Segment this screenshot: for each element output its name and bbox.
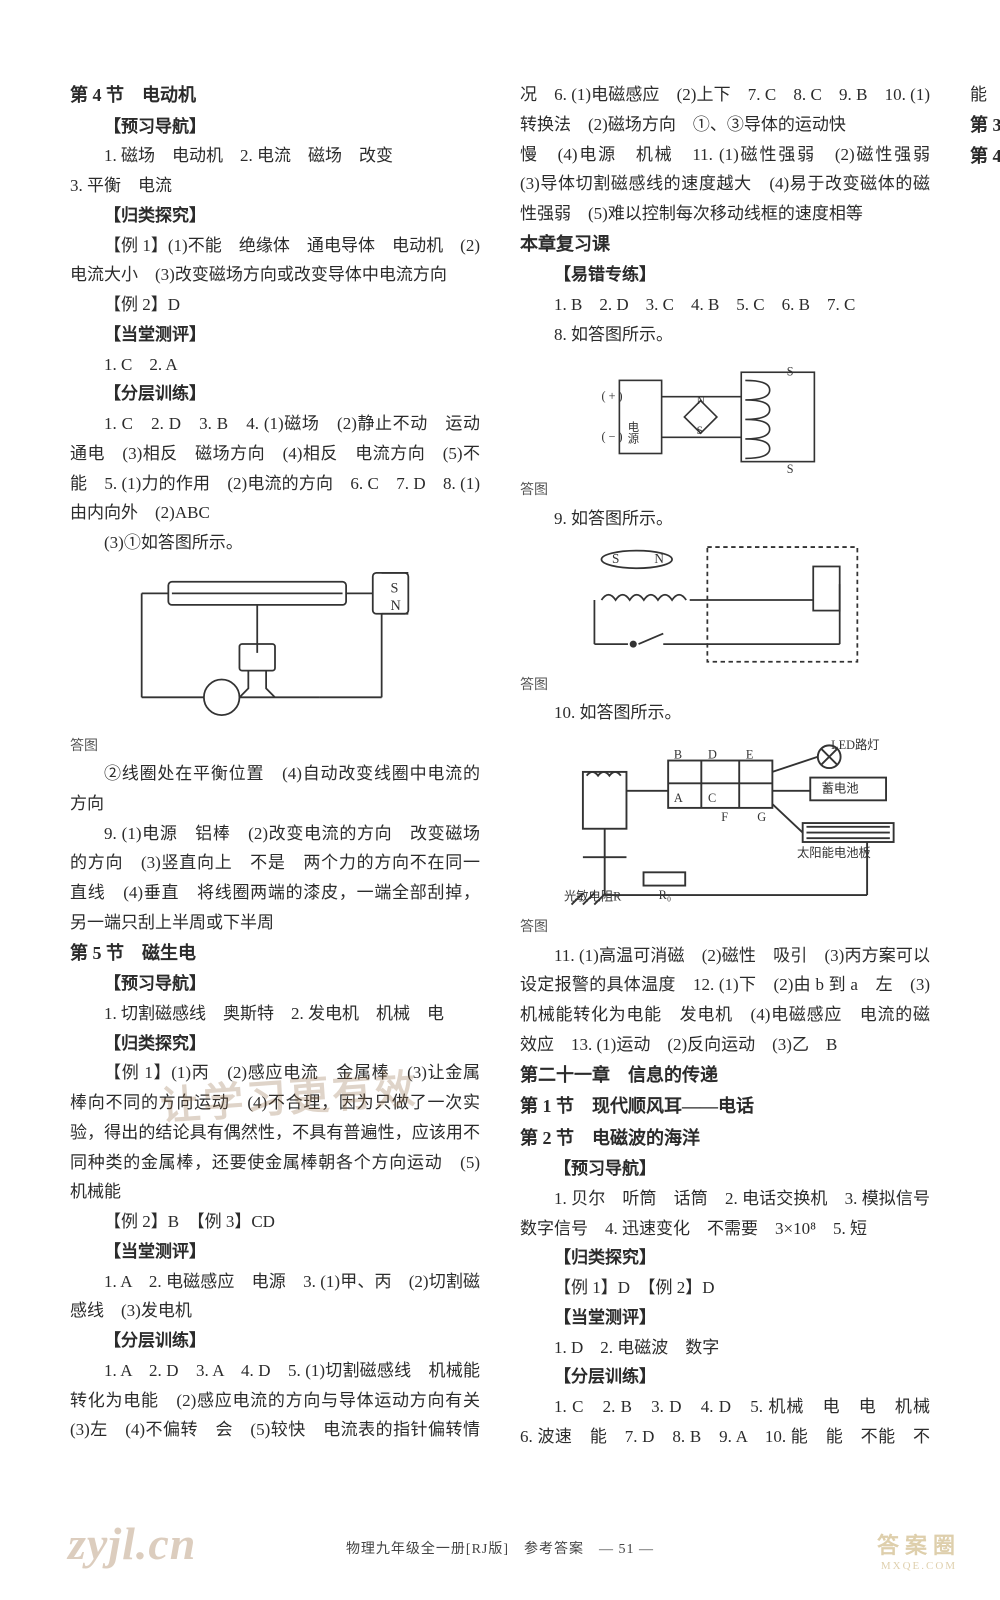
body-line: (3)①如答图所示。 (70, 528, 480, 558)
heading: 【分层训练】 (70, 379, 480, 409)
label-r0: R₀ (659, 888, 672, 902)
body-line: 1. 切割磁感线 奥斯特 2. 发电机 机械 电 (70, 999, 480, 1029)
body-line: 【例 2】B 【例 3】CD (70, 1207, 480, 1237)
label-a: A (674, 791, 683, 805)
body-line: ②线圈处在平衡位置 (4)自动改变线圈中电流的方向 (70, 759, 480, 819)
label-s: S (612, 551, 619, 566)
body-line: 1. 磁场 电动机 2. 电流 磁场 改变 (70, 141, 480, 171)
body-line: 8. 如答图所示。 (520, 320, 930, 350)
label-s: S (787, 364, 794, 378)
label-s3: S (787, 462, 794, 476)
label-n: N (697, 394, 705, 406)
section-title: 第 2 节 电磁波的海洋 (520, 1123, 930, 1155)
answer-figure-3: S N (575, 540, 875, 672)
label-s: S (391, 580, 399, 596)
heading: 【当堂测评】 (520, 1303, 930, 1333)
heading: 【分层训练】 (520, 1362, 930, 1392)
body-line: 1. D 2. 电磁波 数字 (520, 1333, 930, 1363)
label-source: 电源 (626, 421, 639, 444)
body-line: 10. 如答图所示。 (520, 698, 930, 728)
answer-figure-2: ( + ) ( − ) 电源 S N S S (595, 356, 855, 478)
heading: 【易错专练】 (520, 260, 930, 290)
body-line: 1. 贝尔 听筒 话筒 2. 电话交换机 3. 模拟信号 数字信号 4. 迅速变… (520, 1184, 930, 1244)
body-line: 【例 2】D (70, 290, 480, 320)
label-led: LED路灯 (831, 737, 880, 752)
body-line: 1. B 2. D 3. C 4. B 5. C 6. B 7. C (520, 290, 930, 320)
heading: 【预习导航】 (70, 969, 480, 999)
figure-caption: 答图 (520, 916, 930, 941)
body-line: 慢 (4)电源 机械 11. (1)磁性强弱 (2)磁性强弱 (3)导体切割磁感… (520, 140, 930, 229)
heading: 【归类探究】 (70, 1029, 480, 1059)
heading: 【预习导航】 (970, 173, 1000, 203)
figure-caption: 答图 (520, 479, 930, 504)
answer-figure-4: LED路灯 蓄电池 太阳能电池板 光敏电阻R R₀ B D E A C F G (545, 734, 905, 914)
page-footer: 物理九年级全一册[RJ版] 参考答案 — 51 — (0, 1538, 1000, 1558)
content-columns: 第 4 节 电动机 【预习导航】 1. 磁场 电动机 2. 电流 磁场 改变 3… (70, 80, 930, 1480)
body-line: 9. 如答图所示。 (520, 504, 930, 534)
label-n: N (391, 598, 401, 614)
label-minus: ( − ) (602, 429, 623, 443)
body-line: 1. A 2. 电磁感应 电源 3. (1)甲、丙 (2)切割磁感线 (3)发电… (70, 1267, 480, 1327)
body-line: 1. 电 高频电流 调谐器 扬声器 2. 图 (970, 203, 1000, 233)
label-s2: S (697, 425, 703, 437)
heading: 【预习导航】 (520, 1154, 930, 1184)
label-d: D (708, 748, 717, 762)
body-line: 【例 1】(1)不能 绝缘体 通电导体 电动机 (2)电流大小 (3)改变磁场方… (70, 231, 480, 291)
watermark-logo-sub: MXQE.COM (864, 1560, 974, 1572)
body-line: 1. C 2. A (70, 350, 480, 380)
heading: 【当堂测评】 (70, 320, 480, 350)
body-line: 9. (1)电源 铝棒 (2)改变电流的方向 改变磁场的方向 (3)竖直向上 不… (70, 819, 480, 938)
answer-figure-1: S N (115, 564, 435, 733)
section-title: 第 3 节 广播、电视和移动通信 (970, 110, 1000, 142)
page: 第 4 节 电动机 【预习导航】 1. 磁场 电动机 2. 电流 磁场 改变 3… (0, 0, 1000, 1600)
figure-caption: 答图 (520, 674, 930, 699)
heading: 【预习导航】 (70, 112, 480, 142)
heading: 【分层训练】 (70, 1326, 480, 1356)
label-plus: ( + ) (602, 388, 623, 402)
label-b: B (674, 748, 682, 762)
body-line: 3. 平衡 电流 (70, 171, 480, 201)
section-title: 第 5 节 磁生电 (70, 938, 480, 970)
body-line: 1. C 2. D 3. B 4. (1)磁场 (2)静止不动 运动 通电 (3… (70, 409, 480, 528)
label-c: C (708, 791, 716, 805)
label-ldr: 光敏电阻R (564, 889, 622, 904)
section-title: 第 1 节 现代顺风耳——电话 (520, 1091, 930, 1123)
section-title: 第 4 节 越来越宽的信息之路 (970, 141, 1000, 173)
heading: 【归类探究】 (70, 201, 480, 231)
body-line: 【例 1】(1)丙 (2)感应电流 金属棒 (3)让金属棒向不同的方向运动 (4… (70, 1058, 480, 1207)
label-f: F (721, 810, 728, 824)
body-line: 11. (1)高温可消磁 (2)磁性 吸引 (3)丙方案可以设定报警的具体温度 … (520, 941, 930, 1060)
label-e: E (746, 748, 754, 762)
label-n: N (654, 551, 664, 566)
section-title: 本章复习课 (520, 229, 930, 261)
section-title: 第 4 节 电动机 (70, 80, 480, 112)
heading: 【归类探究】 (520, 1243, 930, 1273)
section-title: 第二十一章 信息的传递 (520, 1060, 930, 1092)
heading: 【当堂测评】 (70, 1237, 480, 1267)
figure-caption: 答图 (70, 735, 480, 760)
label-batt: 蓄电池 (822, 782, 859, 796)
body-line: 【例 1】D 【例 2】D (520, 1273, 930, 1303)
label-solar: 太阳能电池板 (797, 845, 871, 860)
label-g: G (757, 810, 766, 824)
